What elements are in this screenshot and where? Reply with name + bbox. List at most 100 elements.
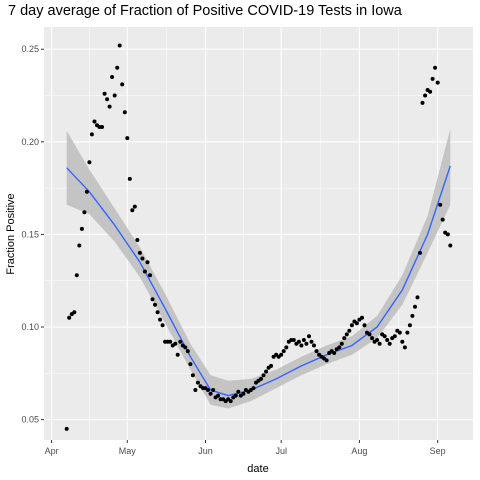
data-point [400, 339, 405, 344]
data-point [130, 208, 135, 213]
data-point [418, 250, 422, 255]
data-point [142, 269, 147, 274]
data-point [397, 330, 402, 335]
data-point [102, 91, 107, 96]
x-tick-label: Aug [351, 446, 367, 456]
data-point [299, 343, 304, 348]
data-point [120, 82, 125, 87]
data-point [269, 363, 274, 368]
data-point [228, 399, 233, 404]
data-point [208, 391, 213, 396]
data-point [377, 341, 382, 346]
y-tick-label: 0.05 [21, 415, 39, 425]
chart-title: 7 day average of Fraction of Positive CO… [8, 3, 402, 19]
data-point [77, 243, 82, 248]
y-tick-label: 0.20 [21, 137, 39, 147]
data-point [314, 349, 319, 354]
data-point [291, 338, 296, 342]
data-point [233, 393, 238, 398]
data-point [155, 310, 160, 315]
data-point [193, 388, 198, 392]
data-point [190, 373, 195, 378]
y-axis-title: Fraction Positive [5, 193, 17, 274]
data-point [284, 345, 289, 350]
data-point [74, 273, 79, 278]
data-point [332, 351, 337, 355]
data-point [440, 217, 445, 222]
data-point [405, 330, 410, 335]
x-tick-label: Sep [430, 446, 446, 456]
data-point [279, 352, 284, 357]
data-point [72, 310, 77, 315]
data-point [158, 317, 163, 322]
data-point [375, 338, 380, 342]
data-point [153, 302, 157, 307]
data-point [183, 345, 188, 350]
data-point [195, 380, 200, 385]
data-point [354, 321, 359, 326]
data-point [362, 323, 367, 328]
data-point [337, 345, 342, 350]
data-point [296, 339, 301, 344]
data-point [309, 339, 314, 344]
data-point [347, 328, 352, 333]
data-point [433, 65, 438, 70]
x-tick-label: May [119, 446, 137, 456]
data-point [259, 376, 263, 381]
data-point [137, 250, 142, 255]
data-point [413, 304, 417, 309]
data-point [385, 338, 390, 342]
data-point [415, 295, 420, 300]
data-point [410, 313, 415, 318]
data-point [100, 125, 104, 129]
x-tick-label: Apr [45, 446, 59, 456]
data-point [140, 256, 145, 261]
data-point [150, 297, 155, 302]
data-point [211, 388, 216, 392]
data-point [92, 119, 97, 124]
data-point [251, 386, 256, 391]
data-points [64, 43, 453, 431]
data-point [324, 358, 329, 363]
data-point [312, 343, 316, 348]
data-point [428, 89, 433, 94]
data-point [89, 132, 94, 137]
data-point [349, 323, 354, 328]
data-point [188, 362, 193, 367]
data-point [160, 323, 165, 328]
data-point [127, 176, 132, 181]
data-point [304, 341, 309, 346]
data-point [435, 80, 440, 85]
data-point [445, 232, 450, 237]
data-point [344, 332, 349, 337]
data-point [392, 334, 397, 339]
data-point [107, 104, 112, 109]
data-point [112, 93, 117, 98]
data-point [115, 65, 120, 70]
y-axis: 0.05 0.10 0.15 0.20 0.25 [21, 44, 44, 425]
data-point [281, 349, 286, 354]
data-point [148, 273, 152, 278]
data-point [105, 97, 110, 102]
data-point [87, 160, 92, 165]
data-point [135, 238, 140, 242]
data-point [178, 339, 183, 344]
x-axis-title: date [247, 463, 268, 475]
data-point [125, 136, 130, 141]
data-point [168, 339, 173, 344]
data-point [342, 336, 347, 341]
data-point [206, 388, 210, 392]
data-point [360, 315, 364, 320]
data-point [175, 352, 180, 357]
data-point [110, 75, 115, 79]
data-point [420, 100, 425, 105]
data-point [79, 226, 84, 231]
data-point [216, 393, 221, 398]
data-point [67, 315, 72, 320]
data-point [307, 334, 311, 339]
data-point [367, 332, 372, 337]
data-point [448, 243, 453, 248]
x-tick-label: Jun [198, 446, 213, 456]
data-point [261, 373, 266, 378]
